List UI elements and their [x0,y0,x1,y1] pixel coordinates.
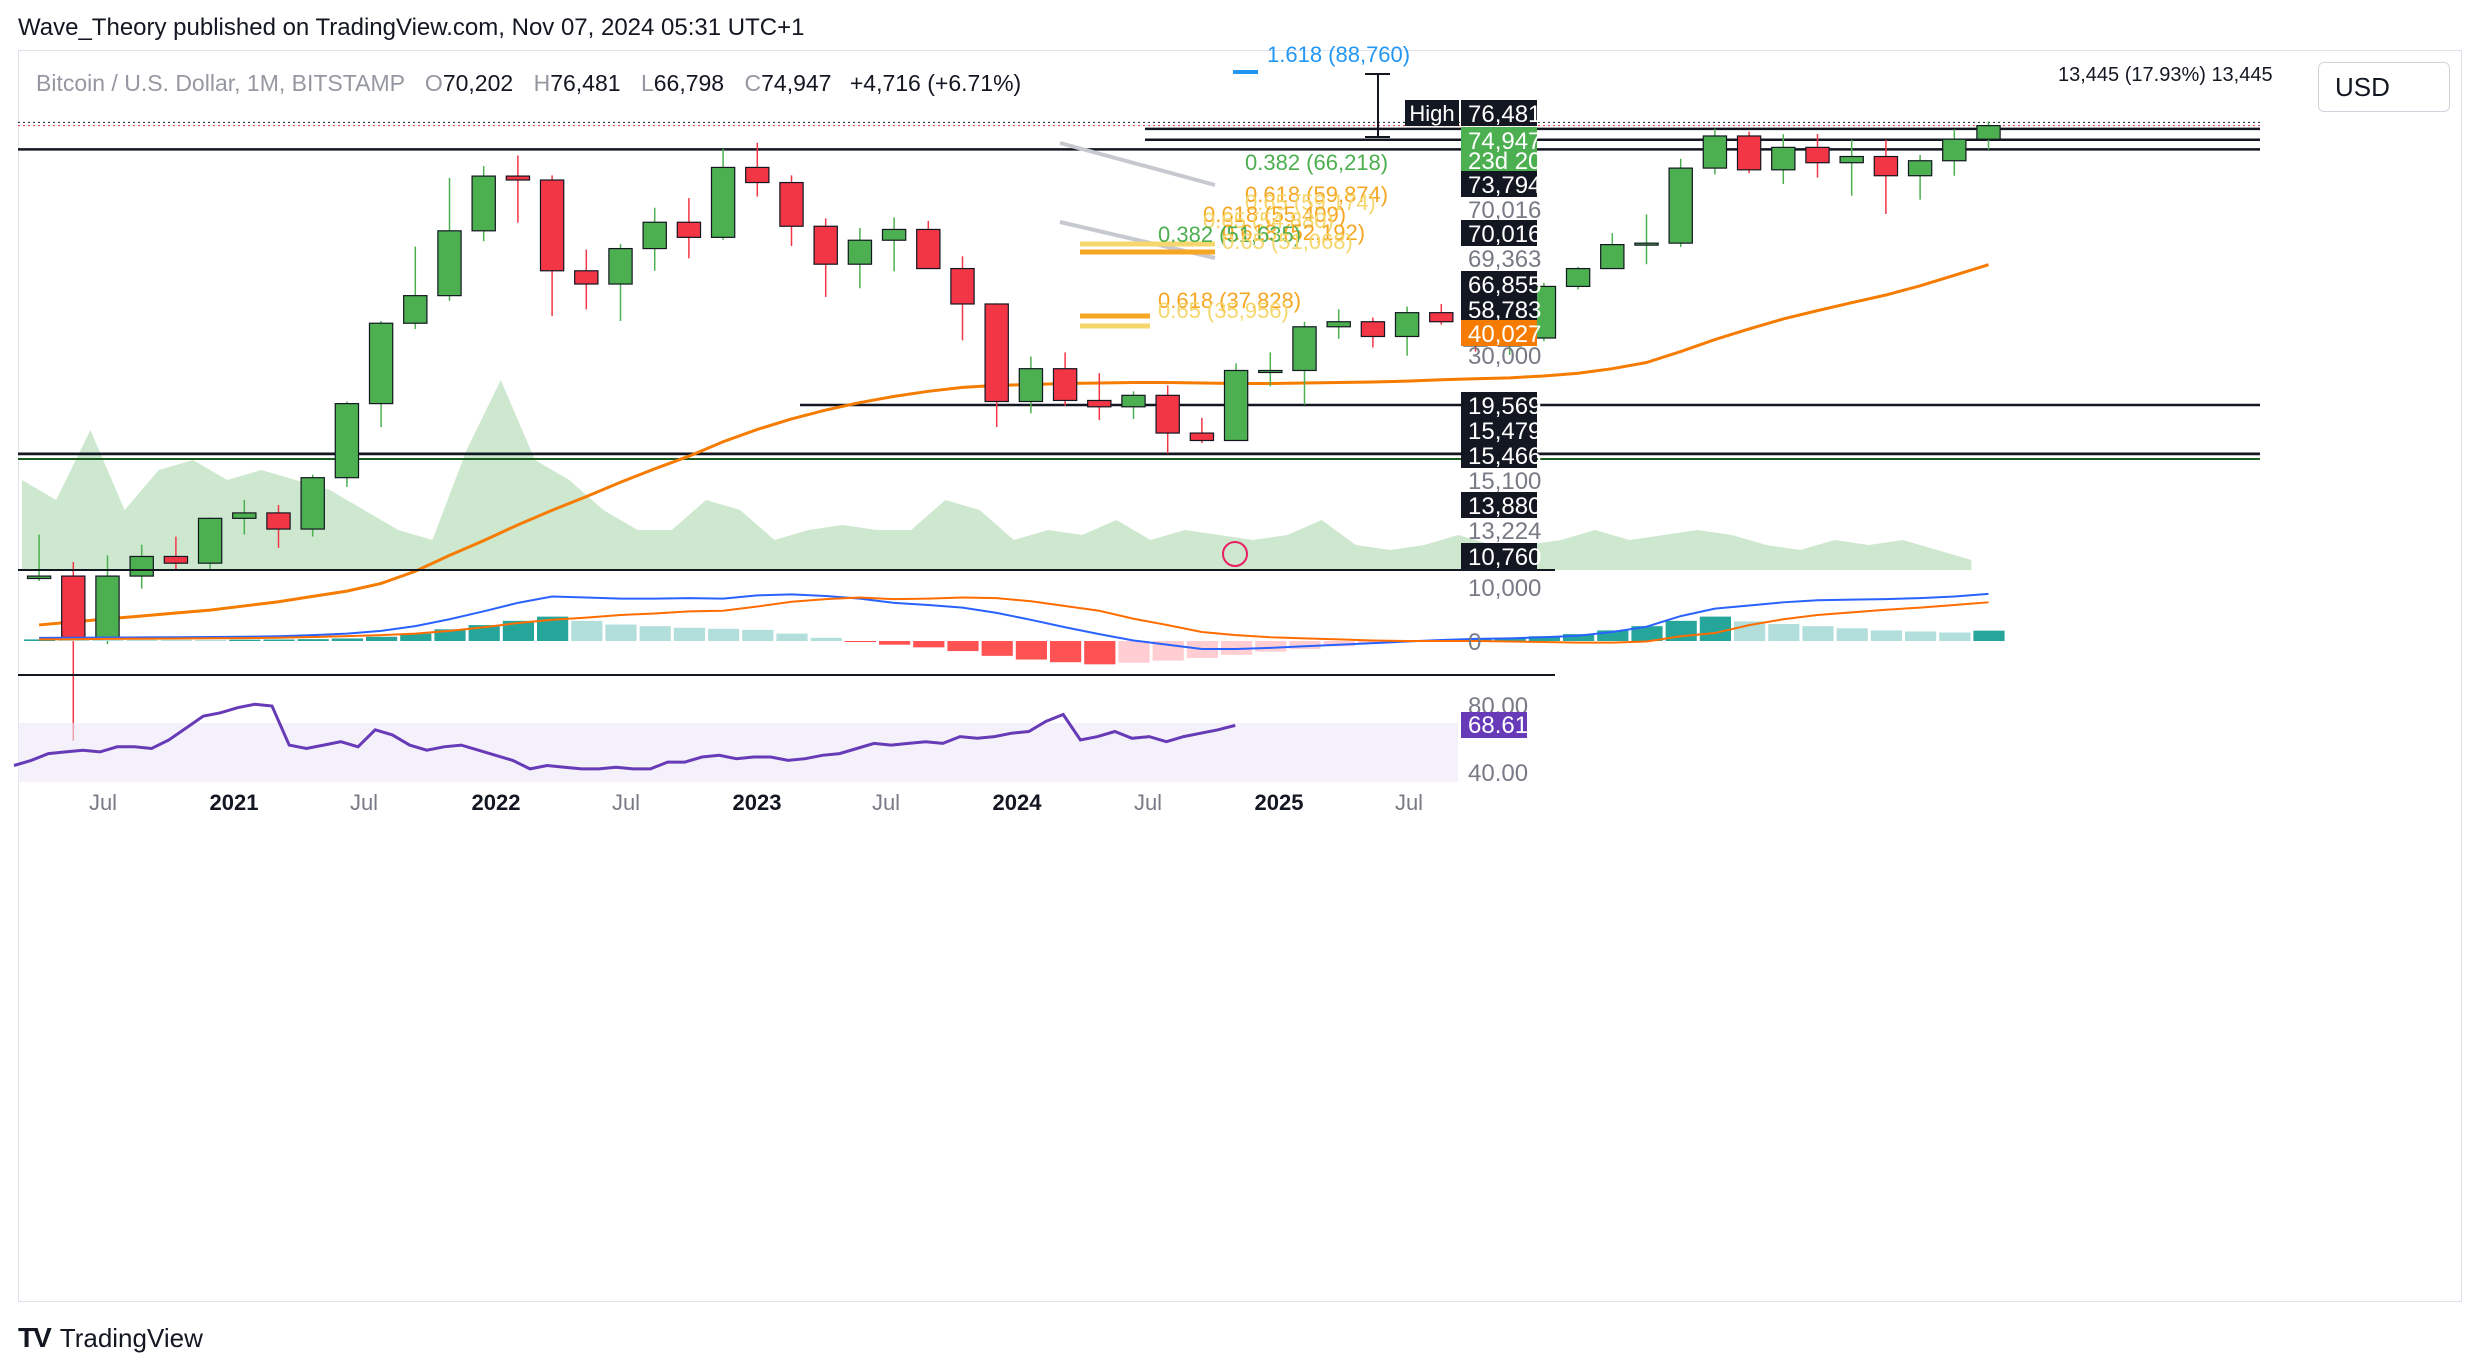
footer: TV TradingView [18,1322,203,1354]
open-label: O [424,70,443,96]
symbol-name: Bitcoin / U.S. Dollar, 1M, BITSTAMP [36,70,405,96]
close-label: C [744,70,762,96]
currency-button[interactable]: USD [2318,62,2450,112]
tradingview-logo-icon: TV [18,1322,52,1353]
close-value: 74,947 [761,70,832,96]
high-label: H [533,70,551,96]
low-label: L [640,70,654,96]
symbol-legend: Bitcoin / U.S. Dollar, 1M, BITSTAMP O70,… [36,70,1021,97]
low-value: 66,798 [653,70,725,96]
publisher-line: Wave_Theory published on TradingView.com… [18,14,805,41]
footer-brand: TradingView [59,1322,203,1353]
change-value: +4,716 (+6.71%) [849,70,1022,96]
measure-label: 13,445 (17.93%) 13,445 [2058,64,2273,86]
chart-frame [18,50,2462,1302]
open-value: 70,202 [442,70,514,96]
high-value: 76,481 [550,70,621,96]
